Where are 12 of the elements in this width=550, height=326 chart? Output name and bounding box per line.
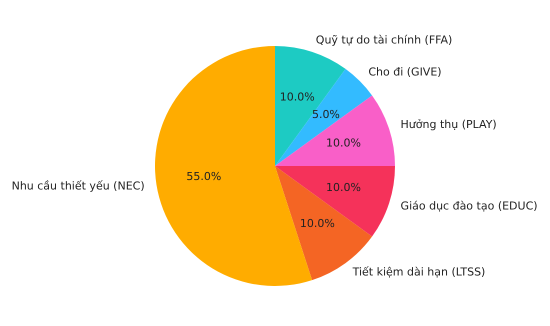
slice-label: Giáo dục đào tạo (EDUC) [400, 200, 538, 213]
data-label: 55.0% [186, 170, 222, 184]
slice-label: Quỹ tự do tài chính (FFA) [316, 33, 452, 46]
data-label: 10.0% [300, 217, 335, 230]
data-label: 10.0% [326, 136, 361, 150]
data-label: 5.0% [312, 108, 340, 121]
slice-label: Hưởng thụ (PLAY) [400, 118, 497, 132]
slice-label: Cho đi (GIVE) [368, 66, 442, 79]
data-label: 10.0% [280, 90, 315, 104]
data-label: 10.0% [326, 181, 361, 194]
slice-label: Nhu cầu thiết yếu (NEC) [12, 180, 145, 193]
slice-label: Tiết kiệm dài hạn (LTSS) [352, 266, 486, 279]
